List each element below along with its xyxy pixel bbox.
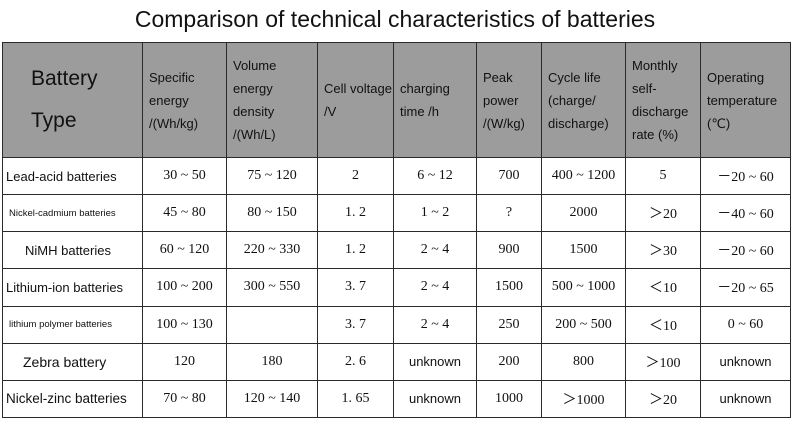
battery-name-cell: Lithium-ion batteries [2, 268, 143, 307]
specific-energy-cell: 70 ~ 80 [142, 379, 227, 419]
volume-density-cell: 80 ~ 150 [226, 194, 318, 233]
header-label: Monthly self-discharge rate (%) [632, 58, 689, 142]
table-row: lithium polymer batteries 100 ~ 130 3. 7… [2, 305, 791, 344]
header-peak-power: Peak power /(W/kg) [476, 42, 542, 158]
operating-temp-cell: －20 ~ 60 [700, 231, 791, 270]
header-battery-type: Battery Type [2, 42, 143, 158]
self-discharge-cell: ＞100 [625, 342, 701, 381]
operating-temp-cell: －20 ~ 65 [700, 268, 791, 307]
table-row: Lithium-ion batteries 100 ~ 200 300 ~ 55… [2, 268, 791, 307]
charging-time-cell: 2 ~ 4 [393, 268, 477, 307]
peak-power-cell: 700 [476, 156, 542, 196]
charging-time-cell: unknown [393, 342, 477, 381]
header-volume-energy-density: Volume energy density /(Wh/L) [226, 42, 318, 158]
specific-energy-cell: 100 ~ 130 [142, 305, 227, 344]
table-row: Lead-acid batteries 30 ~ 50 75 ~ 120 2 6… [2, 156, 791, 196]
table-row: Zebra battery 120 180 2. 6 unknown 200 8… [2, 342, 791, 381]
specific-energy-cell: 45 ~ 80 [142, 194, 227, 233]
header-label: Peak power /(W/kg) [483, 69, 525, 131]
header-label: Cycle life (charge/ discharge) [548, 69, 609, 131]
table-row: NiMH batteries 60 ~ 120 220 ~ 330 1. 2 2… [2, 231, 791, 270]
charging-time-cell: 6 ~ 12 [393, 156, 477, 196]
cell-voltage-cell: 1. 2 [317, 231, 394, 270]
specific-energy-cell: 60 ~ 120 [142, 231, 227, 270]
self-discharge-cell: ＞20 [625, 379, 701, 419]
self-discharge-cell: ＞30 [625, 231, 701, 270]
cycle-life-cell: 1500 [541, 231, 626, 270]
header-label: Specific energy /(Wh/kg) [149, 69, 199, 131]
charging-time-cell: 2 ~ 4 [393, 305, 477, 344]
cycle-life-cell: 500 ~ 1000 [541, 268, 626, 307]
header-label: charging time /h [400, 81, 450, 119]
table-row: Nickel-cadmium batteries 45 ~ 80 80 ~ 15… [2, 194, 791, 233]
volume-density-cell: 180 [226, 342, 318, 381]
battery-name-cell: Nickel-zinc batteries [2, 379, 143, 419]
volume-density-cell: 120 ~ 140 [226, 379, 318, 419]
operating-temp-cell: unknown [700, 342, 791, 381]
battery-name-cell: Nickel-cadmium batteries [2, 194, 143, 233]
peak-power-cell: 900 [476, 231, 542, 270]
specific-energy-cell: 100 ~ 200 [142, 268, 227, 307]
peak-power-cell: 1500 [476, 268, 542, 307]
volume-density-cell [226, 305, 318, 344]
header-label: Battery Type [31, 67, 98, 132]
header-charging-time: charging time /h [393, 42, 477, 158]
volume-density-cell: 220 ~ 330 [226, 231, 318, 270]
cycle-life-cell: 2000 [541, 194, 626, 233]
volume-density-cell: 75 ~ 120 [226, 156, 318, 196]
header-label: Volume energy density /(Wh/L) [233, 58, 277, 142]
cell-voltage-cell: 1. 65 [317, 379, 394, 419]
self-discharge-cell: ＜10 [625, 268, 701, 307]
battery-comparison-table: Battery Type Specific energy /(Wh/kg) Vo… [2, 42, 791, 419]
cell-voltage-cell: 3. 7 [317, 305, 394, 344]
peak-power-cell: ? [476, 194, 542, 233]
header-cycle-life: Cycle life (charge/ discharge) [541, 42, 626, 158]
charging-time-cell: 1 ~ 2 [393, 194, 477, 233]
charging-time-cell: unknown [393, 379, 477, 419]
cycle-life-cell: 400 ~ 1200 [541, 156, 626, 196]
cycle-life-cell: ＞1000 [541, 379, 626, 419]
operating-temp-cell: －20 ~ 60 [700, 156, 791, 196]
cell-voltage-cell: 2. 6 [317, 342, 394, 381]
battery-name-cell: Lead-acid batteries [2, 156, 143, 196]
specific-energy-cell: 30 ~ 50 [142, 156, 227, 196]
table-row: Nickel-zinc batteries 70 ~ 80 120 ~ 140 … [2, 379, 791, 419]
header-specific-energy: Specific energy /(Wh/kg) [142, 42, 227, 158]
battery-name-cell: Zebra battery [2, 342, 143, 381]
self-discharge-cell: ＞20 [625, 194, 701, 233]
header-self-discharge: Monthly self-discharge rate (%) [625, 42, 701, 158]
battery-name-cell: NiMH batteries [2, 231, 143, 270]
operating-temp-cell: －40 ~ 60 [700, 194, 791, 233]
cycle-life-cell: 800 [541, 342, 626, 381]
cell-voltage-cell: 2 [317, 156, 394, 196]
cell-voltage-cell: 3. 7 [317, 268, 394, 307]
header-label: Cell voltage /V [324, 81, 392, 119]
header-operating-temperature: Operating temperature (℃) [700, 42, 791, 158]
table-title: Comparison of technical characteristics … [134, 6, 656, 32]
header-label: Operating temperature (℃) [707, 69, 778, 131]
charging-time-cell: 2 ~ 4 [393, 231, 477, 270]
battery-name-cell: lithium polymer batteries [2, 305, 143, 344]
peak-power-cell: 250 [476, 305, 542, 344]
self-discharge-cell: ＜10 [625, 305, 701, 344]
specific-energy-cell: 120 [142, 342, 227, 381]
operating-temp-cell: 0 ~ 60 [700, 305, 791, 344]
operating-temp-cell: unknown [700, 379, 791, 419]
cell-voltage-cell: 1. 2 [317, 194, 394, 233]
peak-power-cell: 1000 [476, 379, 542, 419]
peak-power-cell: 200 [476, 342, 542, 381]
self-discharge-cell: 5 [625, 156, 701, 196]
volume-density-cell: 300 ~ 550 [226, 268, 318, 307]
header-cell-voltage: Cell voltage /V [317, 42, 394, 158]
cycle-life-cell: 200 ~ 500 [541, 305, 626, 344]
header-row: Battery Type Specific energy /(Wh/kg) Vo… [2, 42, 791, 158]
